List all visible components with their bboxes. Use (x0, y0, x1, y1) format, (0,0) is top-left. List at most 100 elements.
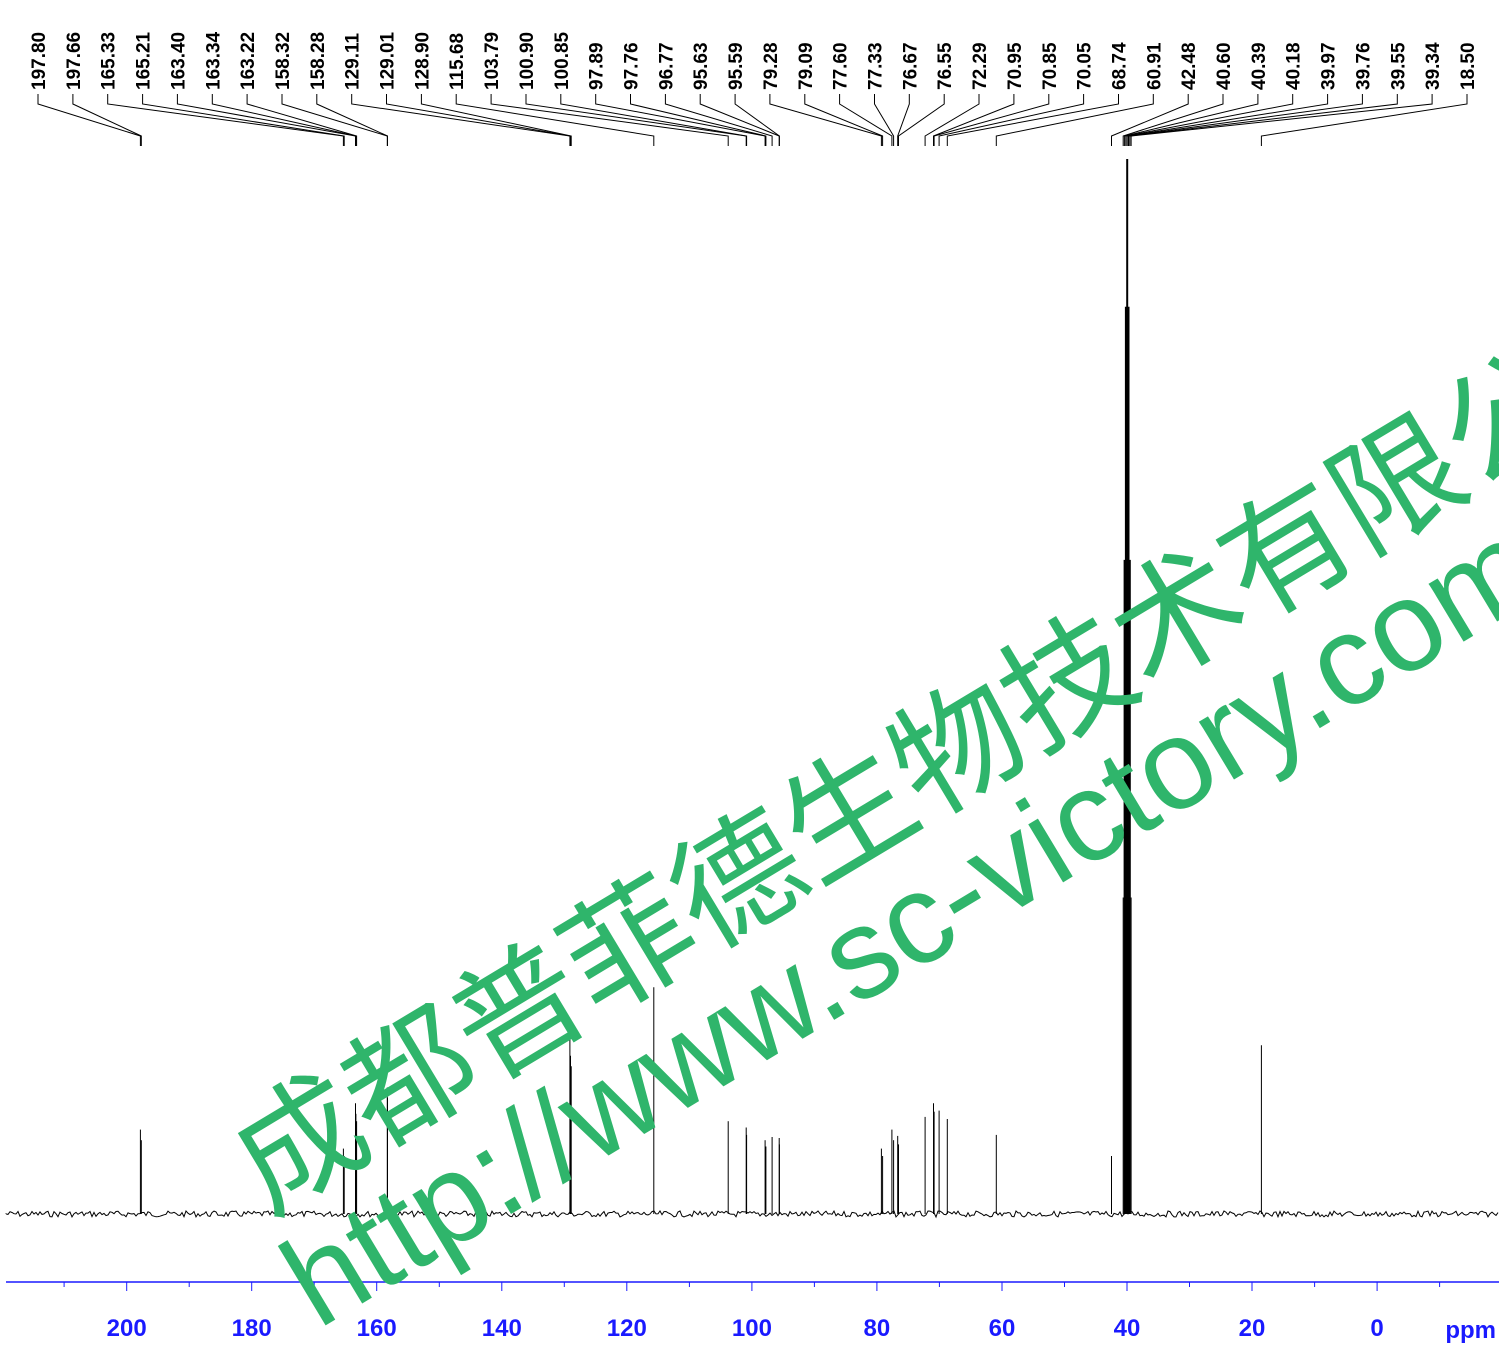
peak-label-14: 103.79 (482, 32, 503, 90)
x-tick-label-20: 20 (1239, 1315, 1266, 1342)
peak-leader-1 (37, 94, 141, 146)
x-axis-unit-label: ppm (1445, 1317, 1496, 1344)
peak-label-26: 76.67 (900, 42, 921, 90)
peak-leader-8 (281, 94, 388, 146)
watermark-url: http://www.sc-victory.com (259, 493, 1499, 1346)
peak-label-42: 18.50 (1458, 42, 1479, 90)
peak-leader-26 (897, 94, 910, 146)
watermark: 成都普菲德生物技术有限公 http://www.sc-victory.com (207, 323, 1499, 1346)
peak-label-3: 165.33 (99, 32, 120, 90)
x-tick-label-80: 80 (864, 1315, 891, 1342)
peak-leader-lines (37, 94, 1468, 146)
peak-label-33: 60.91 (1144, 42, 1165, 90)
x-axis-ticks (63, 1282, 1441, 1291)
peak-leader-40 (1129, 94, 1398, 146)
x-axis: 200 180 160 140 120 100 80 60 40 20 0 ppm (6, 1281, 1499, 1344)
peak-label-37: 40.18 (1284, 42, 1305, 90)
peak-leader-36 (1124, 94, 1259, 146)
peak-leader-5 (176, 94, 356, 146)
peak-leader-28 (924, 94, 980, 146)
x-axis-tick-labels: 200 180 160 140 120 100 80 60 40 20 0 (107, 1315, 1384, 1342)
peak-label-1: 197.80 (29, 32, 50, 90)
peak-label-17: 97.89 (587, 42, 608, 90)
peak-leader-32 (946, 94, 1119, 146)
peak-label-28: 72.29 (970, 42, 991, 90)
peak-leader-4 (142, 94, 345, 146)
peak-leader-18 (630, 94, 767, 146)
peak-label-5: 163.40 (168, 32, 189, 90)
peak-label-40: 39.55 (1388, 42, 1409, 90)
peak-leader-27 (898, 94, 945, 146)
peak-label-12: 128.90 (412, 32, 433, 90)
peak-leader-16 (560, 94, 748, 146)
peak-label-20: 95.63 (691, 42, 712, 90)
peak-marks (139, 159, 1262, 1214)
peak-leader-9 (316, 94, 388, 146)
peak-label-39: 39.76 (1353, 42, 1374, 90)
peak-label-23: 79.09 (796, 42, 817, 90)
peak-leader-10 (351, 94, 571, 146)
peak-label-19: 96.77 (656, 42, 677, 90)
peak-leader-35 (1122, 94, 1224, 146)
peak-leader-3 (107, 94, 344, 146)
peak-label-4: 165.21 (134, 31, 155, 90)
peak-label-34: 42.48 (1179, 42, 1200, 90)
x-tick-label-40: 40 (1114, 1315, 1141, 1342)
peak-leader-24 (839, 94, 893, 146)
peak-leader-2 (72, 94, 142, 146)
peak-label-18: 97.76 (622, 42, 643, 90)
peak-label-30: 70.85 (1040, 42, 1061, 90)
peak-leader-15 (525, 94, 747, 146)
peak-label-35: 40.60 (1214, 42, 1235, 90)
peak-leader-21 (734, 94, 780, 146)
peak-leader-12 (420, 94, 572, 146)
peak-leader-38 (1126, 94, 1329, 146)
peak-leader-37 (1125, 94, 1294, 146)
x-tick-label-100: 100 (732, 1315, 772, 1342)
peak-label-27: 76.55 (935, 42, 956, 90)
peak-label-29: 70.95 (1005, 42, 1026, 90)
peak-label-38: 39.97 (1319, 42, 1340, 90)
x-tick-label-120: 120 (607, 1315, 647, 1342)
peak-label-2: 197.66 (64, 32, 85, 90)
peak-label-31: 70.05 (1075, 42, 1096, 90)
peak-leader-14 (490, 94, 729, 146)
x-tick-label-60: 60 (989, 1315, 1016, 1342)
peak-label-group: 197.80 197.66 165.33 165.21 163.40 163.34 163.… (29, 31, 1479, 90)
peak-leader-33 (995, 94, 1154, 146)
peak-label-7: 163.22 (238, 32, 259, 90)
peak-label-8: 158.32 (273, 32, 294, 90)
peak-label-15: 100.90 (517, 32, 538, 90)
peak-leader-22 (769, 94, 882, 146)
peak-label-24: 77.60 (831, 42, 852, 90)
x-tick-label-200: 200 (107, 1315, 147, 1342)
spectrum-baseline (5, 1209, 1499, 1219)
watermark-company-name: 成都普菲德生物技术有限公 (207, 323, 1499, 1242)
peak-leader-34 (1111, 94, 1189, 146)
peak-label-10: 129.11 (343, 33, 364, 90)
peak-leader-17 (595, 94, 766, 146)
peak-leader-25 (874, 94, 895, 146)
peak-leader-6 (211, 94, 357, 146)
peak-leader-7 (246, 94, 358, 146)
peak-label-6: 163.34 (203, 31, 224, 90)
x-tick-label-160: 160 (357, 1315, 397, 1342)
peak-label-9: 158.28 (308, 32, 329, 90)
peak-label-22: 79.28 (761, 42, 782, 90)
peak-leader-30 (933, 94, 1050, 146)
x-tick-label-180: 180 (232, 1315, 272, 1342)
peak-label-36: 40.39 (1249, 42, 1270, 90)
peak-label-25: 77.33 (866, 42, 887, 90)
peak-label-16: 100.85 (552, 31, 573, 90)
peak-leader-31 (938, 94, 1085, 146)
peak-leader-23 (804, 94, 884, 146)
peak-leader-20 (699, 94, 780, 146)
peak-label-41: 39.34 (1423, 42, 1444, 90)
peak-leader-29 (933, 94, 1015, 146)
peak-leader-13 (455, 94, 655, 146)
peak-leader-19 (664, 94, 773, 146)
x-tick-label-0: 0 (1370, 1315, 1383, 1342)
peak-label-32: 68.74 (1110, 42, 1131, 90)
x-tick-label-140: 140 (482, 1315, 522, 1342)
peak-label-21: 95.59 (726, 42, 747, 90)
